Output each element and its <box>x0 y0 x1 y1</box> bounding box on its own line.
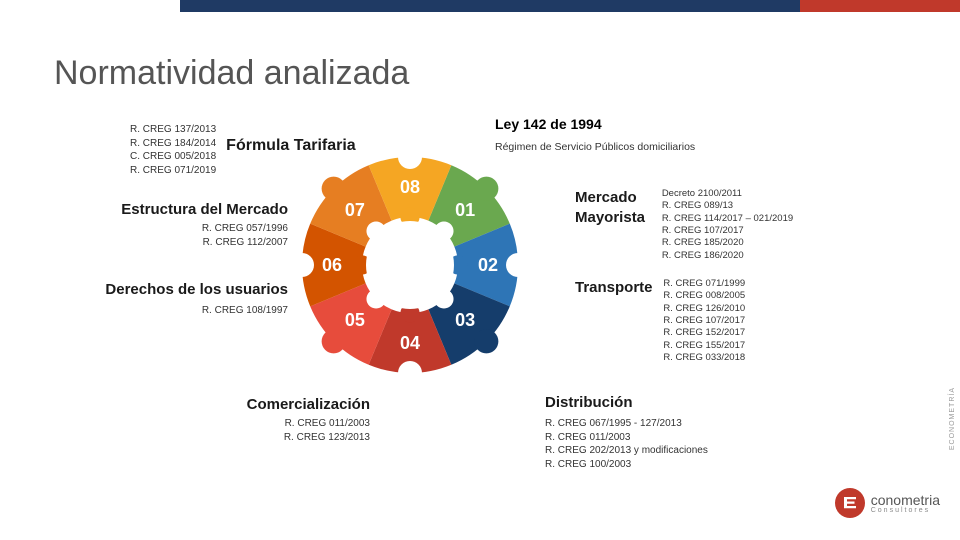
donut-tab-outer-05 <box>322 329 346 353</box>
title-01: Ley 142 de 1994 <box>495 115 855 134</box>
ref: R. CREG 114/2017 – 021/2019 <box>662 213 793 225</box>
refs-05: R. CREG 011/2003 R. CREG 123/2013 <box>180 417 370 444</box>
puzzle-donut: 01 02 03 04 05 06 07 08 <box>290 145 530 385</box>
donut-tab-outer-03 <box>474 329 498 353</box>
ref: R. CREG 067/1995 - 127/2013 <box>545 417 905 431</box>
donut-tab-outer-07 <box>322 177 346 201</box>
ref: Decreto 2100/2011 <box>662 188 793 200</box>
refs-04: R. CREG 067/1995 - 127/2013 R. CREG 011/… <box>545 417 905 471</box>
donut-num-06: 06 <box>322 255 342 275</box>
ref: R. CREG 107/2017 <box>662 225 793 237</box>
ref: R. CREG 089/13 <box>662 200 793 212</box>
donut-tab-outer-04 <box>398 361 422 385</box>
donut-tab-outer-01 <box>474 177 498 201</box>
logo: conometria Consultores <box>835 488 940 518</box>
ref: R. CREG 011/2003 <box>545 431 905 445</box>
block-06: Derechos de los usuarios R. CREG 108/199… <box>58 280 288 318</box>
ref: R. CREG 152/2017 <box>663 327 745 339</box>
ref: R. CREG 057/1996 <box>78 222 288 236</box>
ref: R. CREG 202/2013 y modificaciones <box>545 444 905 458</box>
ref: R. CREG 123/2013 <box>180 431 370 445</box>
ref: R. CREG 100/2003 <box>545 458 905 472</box>
topbar-navy <box>180 0 800 12</box>
refs-08: R. CREG 137/2013 R. CREG 184/2014 C. CRE… <box>130 123 216 177</box>
title-02: Mercado Mayorista <box>575 188 645 229</box>
ref: R. CREG 011/2003 <box>180 417 370 431</box>
logo-icon <box>835 488 865 518</box>
donut-tab-outer-06 <box>290 253 314 277</box>
block-01: Ley 142 de 1994 Régimen de Servicio Públ… <box>495 115 855 154</box>
donut-hole <box>366 221 454 309</box>
ref: R. CREG 008/2005 <box>663 290 745 302</box>
donut-tab-outer-08 <box>398 145 422 169</box>
ref: C. CREG 005/2018 <box>130 150 216 164</box>
subtitle-01: Régimen de Servicio Públicos domiciliari… <box>495 140 855 154</box>
topbar-red <box>800 0 960 12</box>
ref: R. CREG 071/1999 <box>663 278 745 290</box>
donut-num-08: 08 <box>400 177 420 197</box>
donut-tab-outer-02 <box>506 253 530 277</box>
page-title: Normatividad analizada <box>54 54 409 93</box>
logo-sub: Consultores <box>871 507 940 514</box>
ref: R. CREG 033/2018 <box>663 352 745 364</box>
ref: R. CREG 184/2014 <box>130 137 216 151</box>
block-07: Estructura del Mercado R. CREG 057/1996 … <box>78 200 288 249</box>
ref: R. CREG 186/2020 <box>662 250 793 262</box>
logo-brand: conometria <box>871 492 940 508</box>
title-04: Distribución <box>545 393 905 413</box>
title-05: Comercialización <box>180 395 370 415</box>
ref: R. CREG 108/1997 <box>58 304 288 318</box>
side-tag: ECONOMETRÍA <box>949 387 956 450</box>
logo-text: conometria Consultores <box>871 493 940 514</box>
refs-07: R. CREG 057/1996 R. CREG 112/2007 <box>78 222 288 249</box>
refs-03: R. CREG 071/1999 R. CREG 008/2005 R. CRE… <box>663 278 745 364</box>
ref: R. CREG 155/2017 <box>663 340 745 352</box>
title-06: Derechos de los usuarios <box>58 280 288 300</box>
block-02: Mercado Mayorista Decreto 2100/2011 R. C… <box>575 188 905 262</box>
ref: R. CREG 185/2020 <box>662 237 793 249</box>
ref: R. CREG 112/2007 <box>78 236 288 250</box>
donut-num-05: 05 <box>345 310 365 330</box>
block-04: Distribución R. CREG 067/1995 - 127/2013… <box>545 393 905 471</box>
title-03: Transporte <box>575 278 653 298</box>
donut-num-02: 02 <box>478 255 498 275</box>
ref: R. CREG 107/2017 <box>663 315 745 327</box>
donut-num-07: 07 <box>345 200 365 220</box>
ref: R. CREG 071/2019 <box>130 164 216 178</box>
donut-num-03: 03 <box>455 310 475 330</box>
refs-02: Decreto 2100/2011 R. CREG 089/13 R. CREG… <box>662 188 793 262</box>
donut-num-01: 01 <box>455 200 475 220</box>
ref: R. CREG 126/2010 <box>663 303 745 315</box>
ref: R. CREG 137/2013 <box>130 123 216 137</box>
title-07: Estructura del Mercado <box>78 200 288 220</box>
refs-06: R. CREG 108/1997 <box>58 304 288 318</box>
block-03: Transporte R. CREG 071/1999 R. CREG 008/… <box>575 278 915 364</box>
block-05: Comercialización R. CREG 011/2003 R. CRE… <box>180 395 370 444</box>
donut-num-04: 04 <box>400 333 420 353</box>
